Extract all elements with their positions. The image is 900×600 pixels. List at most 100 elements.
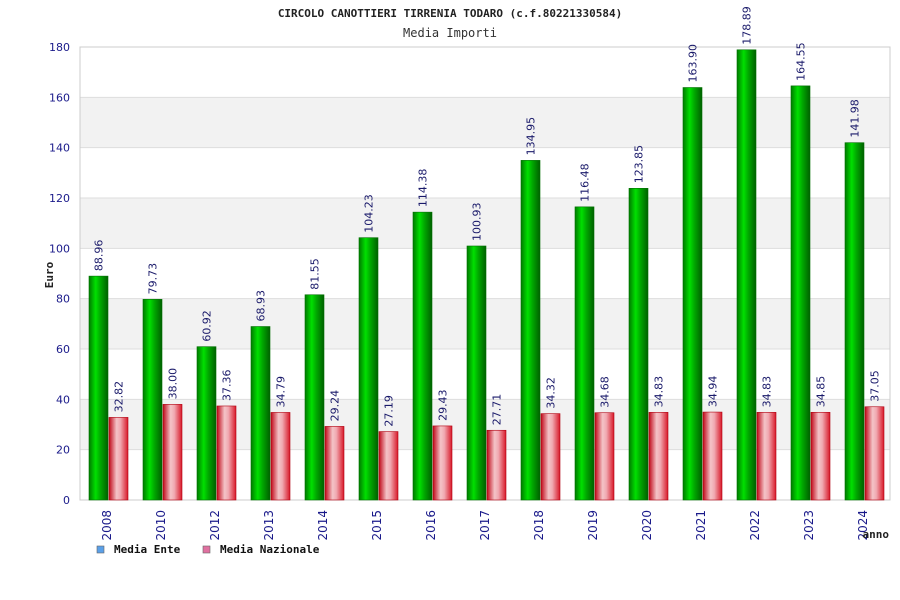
data-label-media-nazionale: 27.71 (491, 394, 504, 426)
x-tick-label: 2018 (532, 510, 546, 541)
y-tick-label: 100 (49, 242, 70, 255)
data-label-media-nazionale: 34.85 (815, 376, 828, 408)
bar-media-nazionale[interactable] (864, 406, 885, 501)
x-tick-label: 2015 (370, 510, 384, 541)
y-tick-label: 180 (49, 41, 70, 54)
data-label-media-nazionale: 34.83 (653, 376, 666, 408)
bar-media-ente[interactable] (250, 326, 271, 501)
x-tick-label: 2023 (802, 510, 816, 541)
legend-item-media-nazionale[interactable]: Media Nazionale (202, 543, 320, 556)
legend-item-media-ente[interactable]: Media Ente (96, 543, 181, 556)
data-label-media-ente: 134.95 (525, 117, 538, 156)
legend-swatch-media-ente (96, 545, 105, 554)
data-label-media-ente: 68.93 (255, 290, 268, 322)
bar-media-ente[interactable] (628, 188, 649, 501)
bar-media-nazionale[interactable] (432, 425, 453, 501)
bar-media-nazionale[interactable] (648, 412, 669, 501)
legend-label-media-ente: Media Ente (114, 543, 181, 556)
chart-subtitle: Media Importi (403, 26, 497, 40)
data-label-media-ente: 123.85 (633, 145, 646, 184)
data-label-media-nazionale: 34.32 (545, 377, 558, 409)
x-axis-ticks: 2008 2010 2012 2013 2014 2015 2016 2017 2018 2019… (100, 510, 870, 541)
y-axis-ticks: 0 20 40 60 80 100 120 140 160 180 (49, 41, 70, 507)
bar-media-ente[interactable] (520, 160, 541, 501)
x-tick-label: 2013 (262, 510, 276, 541)
data-label-media-ente: 81.55 (309, 258, 322, 290)
data-label-media-ente: 79.73 (147, 263, 160, 295)
data-label-media-ente: 60.92 (201, 310, 214, 342)
bar-media-ente[interactable] (304, 294, 325, 501)
data-label-media-ente: 178.89 (741, 6, 754, 45)
data-label-media-nazionale: 34.83 (761, 376, 774, 408)
legend-label-media-nazionale: Media Nazionale (220, 543, 320, 556)
bar-media-nazionale[interactable] (702, 411, 723, 501)
bar-media-nazionale[interactable] (378, 431, 399, 501)
data-label-media-ente: 114.38 (417, 169, 430, 208)
bar-media-ente[interactable] (88, 275, 109, 501)
data-label-media-nazionale: 29.24 (329, 390, 342, 422)
y-tick-label: 60 (56, 343, 70, 356)
data-label-media-ente: 164.55 (795, 42, 808, 81)
x-axis-label: anno (863, 528, 890, 541)
data-label-media-nazionale: 27.19 (383, 395, 396, 427)
bar-media-ente[interactable] (358, 237, 379, 501)
bar-media-ente[interactable] (574, 206, 595, 501)
x-tick-label: 2022 (748, 510, 762, 541)
data-label-media-nazionale: 32.82 (113, 381, 126, 413)
data-label-media-ente: 116.48 (579, 163, 592, 202)
legend-swatch-media-nazionale (202, 545, 211, 554)
y-tick-label: 140 (49, 142, 70, 155)
legend: Media Ente Media Nazionale (96, 543, 320, 556)
y-tick-label: 0 (63, 494, 70, 507)
data-label-media-nazionale: 29.43 (437, 389, 450, 421)
bar-media-nazionale[interactable] (594, 412, 615, 501)
x-tick-label: 2010 (154, 510, 168, 541)
x-tick-label: 2017 (478, 510, 492, 541)
bars (88, 49, 885, 501)
bar-media-ente[interactable] (736, 49, 757, 501)
bar-media-nazionale[interactable] (162, 404, 183, 501)
data-label-media-ente: 141.98 (849, 99, 862, 138)
y-tick-label: 20 (56, 444, 70, 457)
data-label-media-nazionale: 34.68 (599, 376, 612, 408)
y-tick-label: 40 (56, 393, 70, 406)
bar-media-nazionale[interactable] (108, 417, 129, 501)
bar-media-ente[interactable] (790, 85, 811, 501)
bar-media-nazionale[interactable] (810, 411, 831, 501)
x-tick-label: 2014 (316, 510, 330, 541)
x-tick-label: 2024 (856, 510, 870, 541)
x-tick-label: 2019 (586, 510, 600, 541)
data-label-media-nazionale: 37.05 (869, 370, 882, 402)
grid-band (80, 97, 890, 148)
x-tick-label: 2020 (640, 510, 654, 541)
data-label-media-ente: 104.23 (363, 194, 376, 233)
bar-media-nazionale[interactable] (216, 405, 237, 501)
y-tick-label: 120 (49, 192, 70, 205)
bar-media-ente[interactable] (412, 211, 433, 501)
data-label-media-ente: 88.96 (93, 240, 106, 272)
grid-band (80, 198, 890, 249)
bar-media-ente[interactable] (682, 87, 703, 501)
data-label-media-nazionale: 38.00 (167, 368, 180, 400)
bar-media-nazionale[interactable] (324, 426, 345, 501)
x-tick-label: 2012 (208, 510, 222, 541)
bar-media-nazionale[interactable] (270, 412, 291, 501)
y-axis-label: Euro (43, 261, 56, 288)
x-tick-label: 2008 (100, 510, 114, 541)
data-labels: 88.96 32.82 79.73 38.00 60.92 37.36 68.93 34.79… (93, 6, 882, 426)
data-label-media-ente: 163.90 (687, 44, 700, 83)
data-label-media-nazionale: 37.36 (221, 369, 234, 401)
y-tick-label: 80 (56, 293, 70, 306)
data-label-media-ente: 100.93 (471, 202, 484, 241)
bar-media-ente[interactable] (844, 142, 865, 501)
bar-media-nazionale[interactable] (756, 412, 777, 501)
bar-media-nazionale[interactable] (486, 429, 507, 501)
data-label-media-nazionale: 34.79 (275, 376, 288, 408)
chart-title: CIRCOLO CANOTTIERI TIRRENIA TODARO (c.f.… (278, 7, 622, 20)
bar-media-ente[interactable] (196, 346, 217, 501)
bar-media-nazionale[interactable] (540, 413, 561, 501)
bar-media-ente[interactable] (142, 299, 163, 501)
bar-media-ente[interactable] (466, 245, 487, 501)
y-tick-label: 160 (49, 91, 70, 104)
x-tick-label: 2021 (694, 510, 708, 541)
